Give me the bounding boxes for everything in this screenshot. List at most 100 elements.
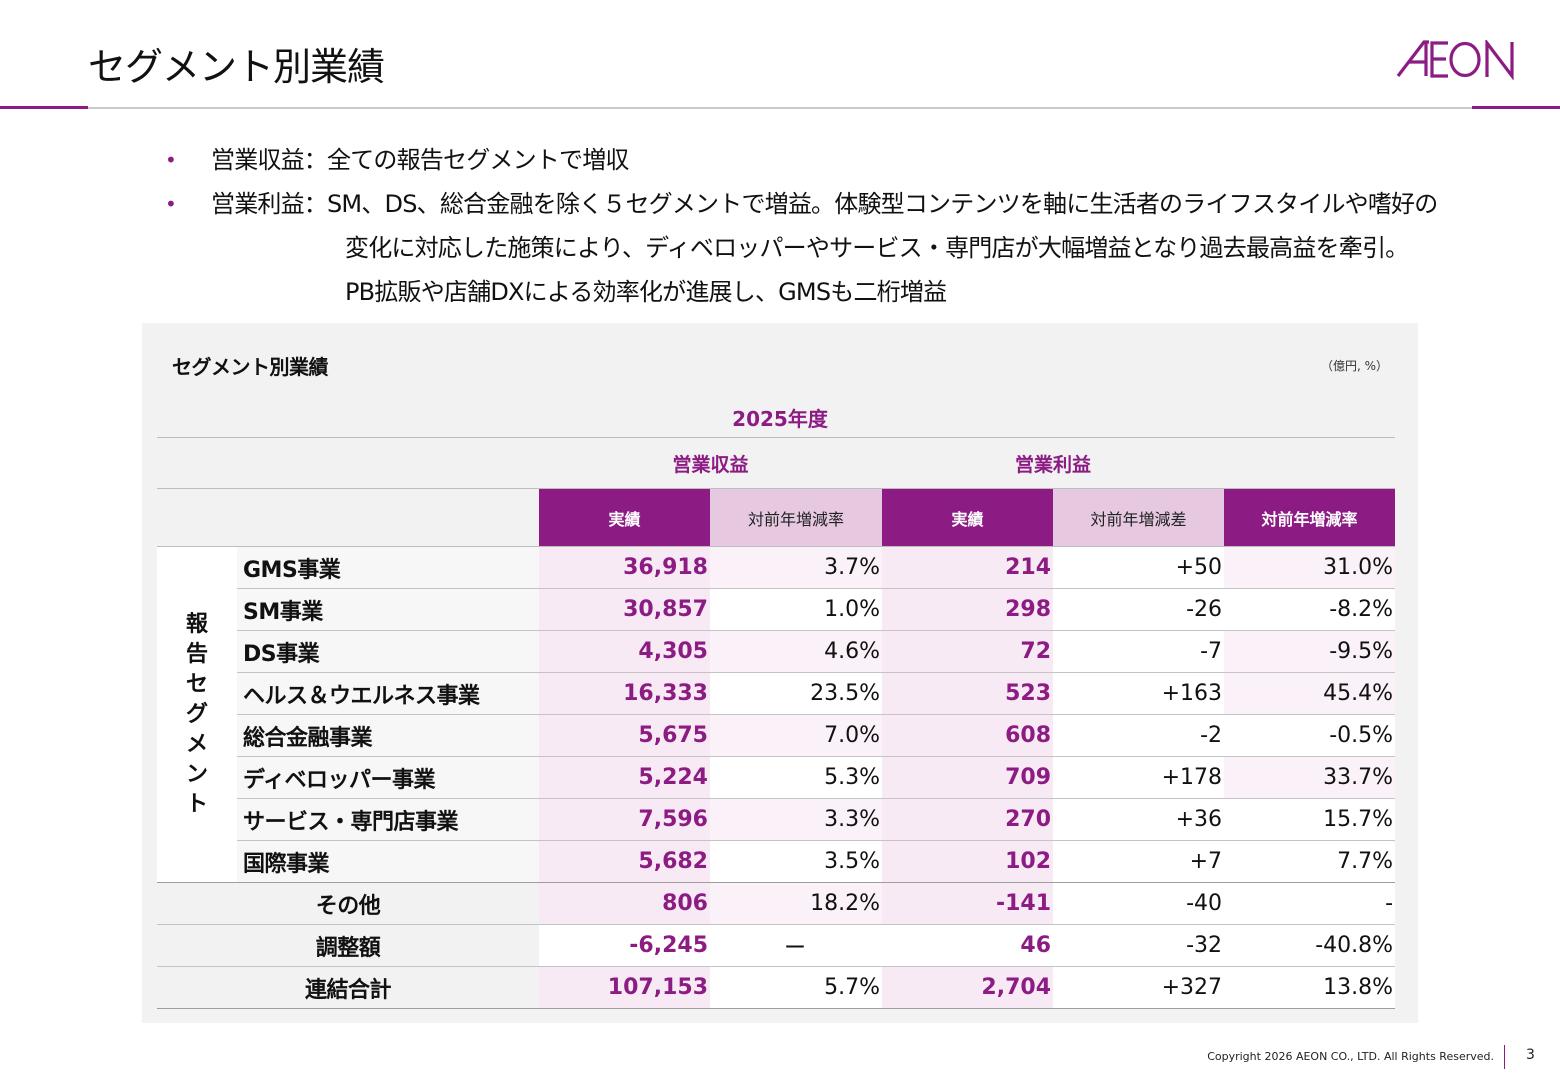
- profit-yoy: -0.5%: [1224, 714, 1396, 757]
- segment-name: ヘルス＆ウエルネス事業: [237, 672, 539, 715]
- profit-yoy: 33.7%: [1224, 756, 1396, 799]
- col-header-rev: 実績: [539, 488, 710, 547]
- segment-table: 営業収益 営業利益 実績 対前年増減率 実績 対前年増減差 対前年増減率 報 告…: [157, 437, 1396, 1009]
- revenue-value: 107,153: [539, 966, 710, 1009]
- aeon-logo: [1396, 40, 1514, 80]
- group-profit-header: 営業利益: [882, 437, 1396, 489]
- bullet-revenue: • 営業収益： 全ての報告セグメントで増収: [165, 138, 1455, 182]
- table-row-other: その他 806 18.2% -141 -40 -: [157, 882, 1396, 925]
- segment-name: 総合金融事業: [237, 714, 539, 757]
- profit-value: 608: [882, 714, 1054, 757]
- revenue-value: 5,682: [539, 840, 710, 883]
- bullet-text-cont: PB拡販や店舗DXによる効率化が進展し、GMSも二桁増益: [345, 278, 947, 306]
- profit-yoy: 15.7%: [1224, 798, 1396, 841]
- segment-name: その他: [157, 882, 539, 925]
- profit-value: 298: [882, 588, 1054, 631]
- vertical-char: 告: [185, 641, 208, 667]
- empty-cell: [157, 437, 539, 489]
- revenue-value: 4,305: [539, 630, 710, 673]
- profit-yoy: -: [1224, 882, 1396, 925]
- bullet-text: 全ての報告セグメントで増収: [327, 146, 629, 174]
- profit-value: 270: [882, 798, 1054, 841]
- revenue-yoy: 3.3%: [710, 798, 883, 841]
- profit-value: 72: [882, 630, 1054, 673]
- vertical-char: ン: [185, 761, 208, 787]
- group-header-row: 営業収益 営業利益: [157, 437, 1396, 489]
- table-row: 国際事業 5,682 3.5% 102 +7 7.7%: [157, 840, 1396, 883]
- segment-name: サービス・専門店事業: [237, 798, 539, 841]
- segment-name: SM事業: [237, 588, 539, 631]
- revenue-value: 806: [539, 882, 710, 925]
- revenue-yoy: 5.7%: [710, 966, 883, 1009]
- segment-results-panel: セグメント別業績 （億円, %） 2025年度 営業収益 営業利益 実績 対前年…: [142, 323, 1418, 1023]
- profit-diff: -26: [1053, 588, 1225, 631]
- profit-yoy: -8.2%: [1224, 588, 1396, 631]
- table-row: ヘルス＆ウエルネス事業 16,333 23.5% 523 +163 45.4%: [157, 672, 1396, 715]
- col-header-rev-yoy: 対前年増減率: [710, 488, 883, 547]
- footer-divider: [1504, 1045, 1505, 1069]
- revenue-yoy: ー: [710, 924, 883, 967]
- revenue-yoy: 4.6%: [710, 630, 883, 673]
- panel-title: セグメント別業績: [172, 355, 329, 379]
- group-revenue-header: 営業収益: [539, 437, 883, 489]
- profit-yoy: 31.0%: [1224, 546, 1396, 589]
- profit-diff: +50: [1053, 546, 1225, 589]
- revenue-value: 36,918: [539, 546, 710, 589]
- profit-value: -141: [882, 882, 1054, 925]
- bullet-profit: • 営業利益： SM、DS、総合金融を除く５セグメントで増益。体験型コンテンツを…: [165, 182, 1455, 226]
- vertical-char: 報: [185, 611, 208, 637]
- profit-value: 46: [882, 924, 1054, 967]
- copyright-text: Copyright 2026 AEON CO., LTD. All Rights…: [1207, 1050, 1494, 1063]
- profit-diff: +327: [1053, 966, 1225, 1009]
- revenue-yoy: 5.3%: [710, 756, 883, 799]
- bullet-text: SM、DS、総合金融を除く５セグメントで増益。体験型コンテンツを軸に生活者のライ…: [327, 190, 1438, 218]
- segment-name: ディベロッパー事業: [237, 756, 539, 799]
- vertical-char: グ: [185, 701, 208, 727]
- revenue-yoy: 3.5%: [710, 840, 883, 883]
- segment-name: DS事業: [237, 630, 539, 673]
- segment-group-label: 報 告 セ グ メ ン ト: [157, 546, 237, 883]
- revenue-value: 7,596: [539, 798, 710, 841]
- summary-bullets: • 営業収益： 全ての報告セグメントで増収 • 営業利益： SM、DS、総合金融…: [165, 138, 1455, 314]
- header-accent-left: [0, 106, 88, 109]
- revenue-yoy: 1.0%: [710, 588, 883, 631]
- revenue-yoy: 7.0%: [710, 714, 883, 757]
- segment-name: GMS事業: [237, 546, 539, 589]
- profit-value: 709: [882, 756, 1054, 799]
- fiscal-year-label: 2025年度: [732, 407, 828, 431]
- table-row: DS事業 4,305 4.6% 72 -7 -9.5%: [157, 630, 1396, 673]
- table-row: SM事業 30,857 1.0% 298 -26 -8.2%: [157, 588, 1396, 631]
- empty-cell: [157, 488, 539, 547]
- profit-diff: -32: [1053, 924, 1225, 967]
- vertical-char: メ: [185, 731, 208, 757]
- table-row: 報 告 セ グ メ ン ト GMS事業 36,918 3.7% 214 +50 …: [157, 546, 1396, 883]
- revenue-value: 16,333: [539, 672, 710, 715]
- bullet-dot: •: [165, 192, 177, 216]
- profit-value: 523: [882, 672, 1054, 715]
- header-divider: [0, 107, 1560, 109]
- revenue-yoy: 23.5%: [710, 672, 883, 715]
- sub-header-row: 実績 対前年増減率 実績 対前年増減差 対前年増減率: [157, 488, 1396, 547]
- table-row: サービス・専門店事業 7,596 3.3% 270 +36 15.7%: [157, 798, 1396, 841]
- page-number: 3: [1526, 1047, 1535, 1063]
- profit-yoy: -40.8%: [1224, 924, 1396, 967]
- bullet-dot: •: [165, 148, 177, 172]
- profit-yoy: 13.8%: [1224, 966, 1396, 1009]
- table-row-adjustment: 調整額 -6,245 ー 46 -32 -40.8%: [157, 924, 1396, 967]
- segment-name: 連結合計: [157, 966, 539, 1009]
- profit-value: 2,704: [882, 966, 1054, 1009]
- profit-diff: +36: [1053, 798, 1225, 841]
- vertical-char: ト: [185, 791, 208, 817]
- table-row: 総合金融事業 5,675 7.0% 608 -2 -0.5%: [157, 714, 1396, 757]
- profit-yoy: 45.4%: [1224, 672, 1396, 715]
- col-header-op-yoy: 対前年増減率: [1224, 488, 1396, 547]
- unit-label: （億円, %）: [1320, 359, 1388, 373]
- profit-diff: -2: [1053, 714, 1225, 757]
- table-row-total: 連結合計 107,153 5.7% 2,704 +327 13.8%: [157, 966, 1396, 1009]
- profit-diff: +163: [1053, 672, 1225, 715]
- profit-value: 102: [882, 840, 1054, 883]
- profit-diff: -40: [1053, 882, 1225, 925]
- vertical-char: セ: [185, 671, 208, 697]
- segment-name: 調整額: [157, 924, 539, 967]
- profit-yoy: 7.7%: [1224, 840, 1396, 883]
